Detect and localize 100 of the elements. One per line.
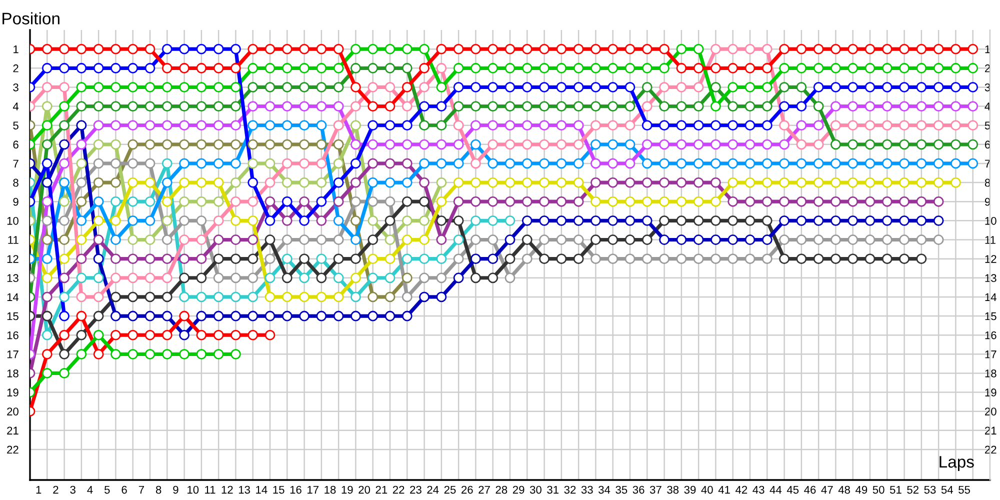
- point: [368, 120, 378, 131]
- point: [179, 348, 190, 360]
- x-tick-label: 18: [324, 486, 336, 494]
- point: [248, 82, 258, 92]
- point: [470, 139, 481, 150]
- x-tick-label: 24: [427, 486, 439, 494]
- point: [162, 158, 172, 169]
- point: [368, 234, 378, 245]
- point: [968, 158, 978, 169]
- point: [779, 139, 790, 150]
- x-tick-label: 11: [205, 486, 216, 494]
- point: [110, 62, 121, 74]
- x-tick-label: 28: [496, 486, 508, 494]
- point: [796, 254, 807, 264]
- point: [676, 158, 687, 169]
- y-tick-label: 1: [14, 45, 18, 54]
- y2-tick-label: 15: [985, 312, 996, 320]
- point: [42, 196, 52, 207]
- point: [608, 234, 618, 245]
- point: [282, 215, 292, 226]
- point: [264, 44, 276, 54]
- point: [693, 177, 704, 188]
- point: [504, 139, 516, 150]
- point: [504, 120, 516, 131]
- y-tick-label: 7: [13, 160, 18, 168]
- point: [848, 44, 858, 54]
- point: [299, 196, 310, 207]
- point: [899, 254, 910, 264]
- point: [710, 234, 721, 245]
- x-tick-label: 22: [392, 486, 404, 494]
- point: [659, 101, 670, 112]
- point: [248, 62, 258, 74]
- point: [144, 254, 156, 264]
- point: [42, 177, 52, 188]
- point: [144, 177, 156, 188]
- point: [59, 120, 70, 131]
- point: [110, 82, 121, 92]
- point: [624, 196, 636, 207]
- point: [539, 196, 550, 207]
- x-tick-label: 31: [547, 486, 558, 494]
- y-tick-label: 20: [7, 408, 18, 416]
- point: [556, 82, 567, 92]
- point: [230, 254, 241, 264]
- point: [762, 215, 772, 226]
- point: [264, 310, 276, 322]
- point: [419, 158, 430, 169]
- point: [899, 120, 910, 131]
- point: [419, 120, 430, 131]
- point: [350, 44, 361, 54]
- point: [744, 215, 756, 226]
- point: [676, 234, 687, 245]
- x-tick-label: 36: [632, 486, 644, 494]
- point: [453, 120, 464, 131]
- point: [264, 234, 276, 245]
- point: [76, 196, 87, 207]
- point: [933, 101, 944, 112]
- point: [522, 234, 532, 245]
- point: [333, 310, 344, 322]
- point: [350, 196, 361, 207]
- point: [796, 62, 807, 74]
- x-tick-label: 4: [87, 486, 93, 494]
- point: [350, 120, 361, 131]
- point: [282, 272, 292, 284]
- x-tick-label: 53: [924, 486, 936, 494]
- point: [624, 120, 636, 131]
- point: [436, 234, 447, 245]
- y-tick-label: 3: [13, 83, 18, 92]
- point: [419, 292, 430, 302]
- x-tick-label: 50: [872, 486, 884, 494]
- point: [59, 215, 70, 226]
- point: [196, 272, 207, 284]
- point: [368, 158, 378, 169]
- point: [128, 139, 138, 150]
- point: [230, 44, 241, 54]
- point: [933, 62, 944, 74]
- point: [539, 62, 550, 74]
- point: [333, 62, 344, 74]
- point: [504, 196, 516, 207]
- point: [264, 330, 276, 340]
- point: [624, 62, 636, 74]
- y-tick-label: 10: [7, 216, 18, 225]
- point: [230, 158, 241, 169]
- point: [368, 82, 378, 92]
- point: [213, 139, 224, 150]
- point: [659, 177, 670, 188]
- point: [916, 215, 927, 226]
- point: [522, 82, 532, 92]
- point: [384, 272, 396, 284]
- point: [248, 44, 258, 54]
- point: [762, 177, 772, 188]
- x-tick-label: 54: [941, 486, 953, 494]
- point: [813, 101, 824, 112]
- point: [573, 62, 584, 74]
- point: [453, 254, 464, 264]
- point: [453, 215, 464, 226]
- point: [350, 177, 361, 188]
- point: [590, 139, 601, 150]
- point: [813, 196, 824, 207]
- point: [556, 215, 567, 226]
- point: [384, 292, 396, 302]
